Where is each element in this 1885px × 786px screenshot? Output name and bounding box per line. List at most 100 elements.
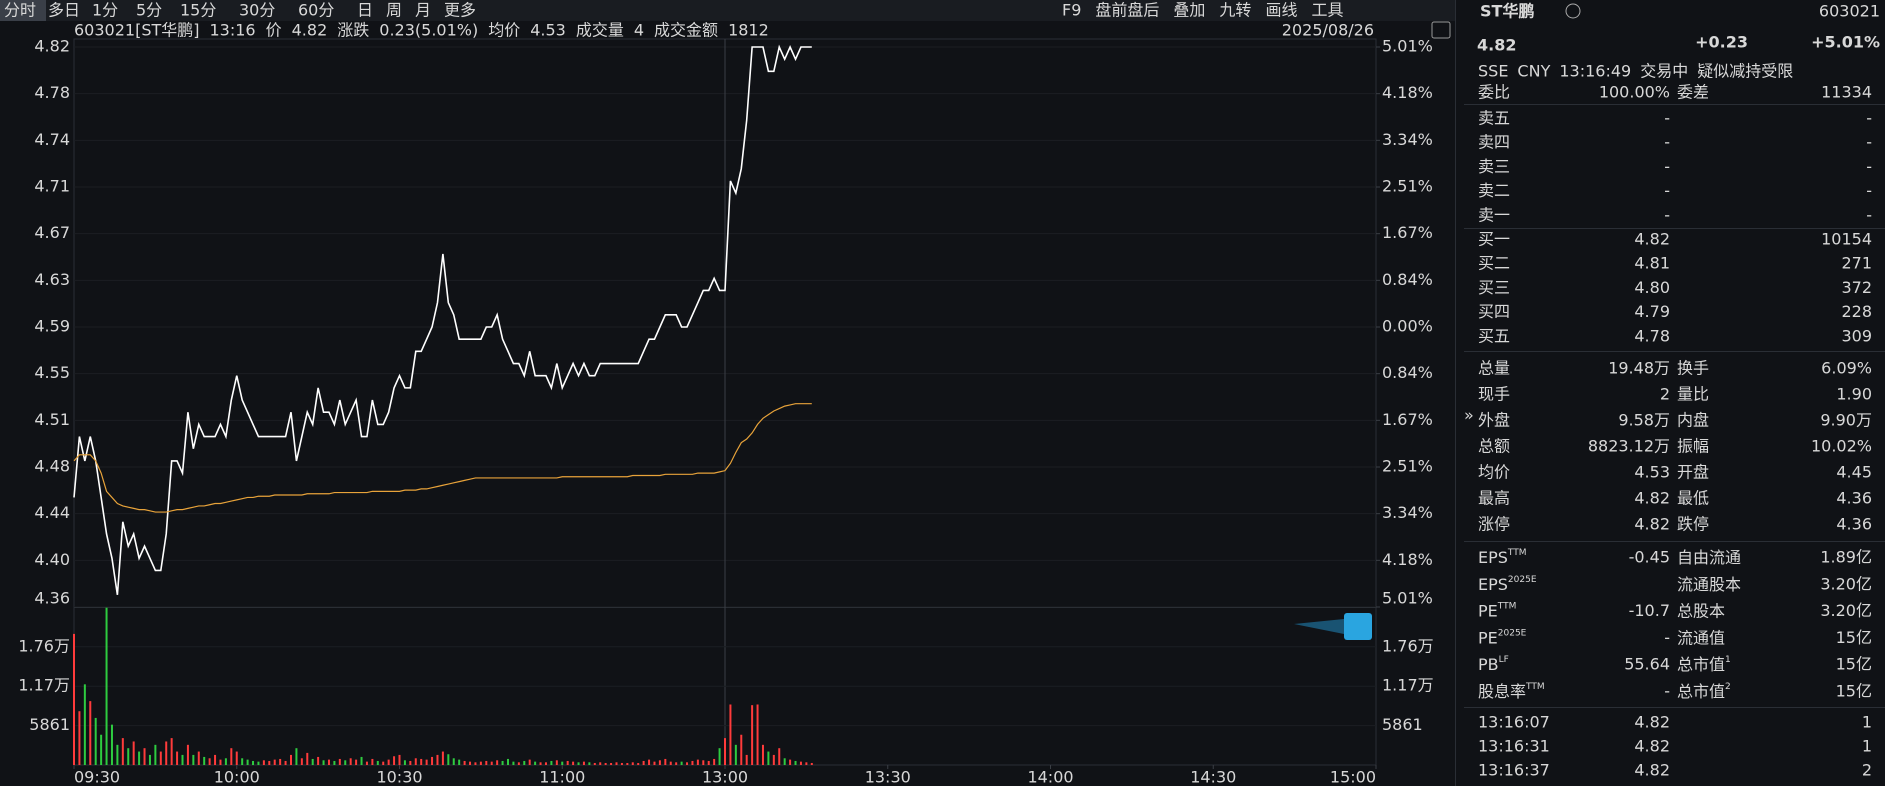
volume-bar <box>691 760 694 765</box>
fund-label: 自由流通 <box>1677 548 1741 567</box>
book-label: 卖二 <box>1478 181 1510 200</box>
book-label: 买一 <box>1478 230 1510 249</box>
volume-bar <box>496 760 499 765</box>
stat-label: 总量 <box>1478 359 1510 378</box>
volume-bar <box>317 756 320 765</box>
volume-bar <box>338 758 341 765</box>
y2-tick-label: 0.84% <box>1382 363 1433 382</box>
tool[interactable]: 九转 <box>1219 1 1251 20</box>
volume-bar <box>756 704 759 765</box>
volume-bar <box>176 751 179 765</box>
fund-label-text: EPS <box>1478 574 1508 593</box>
stat-value: 1.90 <box>1836 385 1872 404</box>
volume-bar <box>181 754 184 765</box>
tool[interactable]: 盘前盘后 <box>1095 1 1159 20</box>
volume-bar <box>485 760 488 765</box>
book-price: - <box>1664 109 1670 128</box>
fund-label: 股息率TTM <box>1478 682 1545 701</box>
fund-label-text: 总市值 <box>1677 655 1725 674</box>
book-label: 卖四 <box>1478 133 1510 152</box>
volume-bar <box>230 748 233 765</box>
fund-label: 总市值2 <box>1677 682 1731 701</box>
fund-label-text: PB <box>1478 655 1499 674</box>
volume-bar <box>73 633 75 765</box>
tab[interactable]: 月 <box>415 1 431 20</box>
volume-bar <box>295 748 298 765</box>
active-tab <box>0 0 46 21</box>
y-tick-label: 5861 <box>29 715 70 734</box>
info-icon[interactable] <box>1565 3 1581 19</box>
book-volume: 372 <box>1841 278 1872 297</box>
fund-label: 流通值 <box>1677 628 1725 647</box>
volume-bar <box>355 759 358 765</box>
fund-value: 3.20亿 <box>1820 601 1872 620</box>
stat-value: 4.82 <box>1634 489 1670 508</box>
y2-tick-label: 1.76万 <box>1382 636 1434 655</box>
volume-bar <box>186 744 189 765</box>
volume-bar <box>414 758 417 765</box>
x-tick-label: 14:30 <box>1190 768 1236 786</box>
tab[interactable]: 分时 <box>4 1 36 20</box>
volume-bar <box>382 761 385 765</box>
tab[interactable]: 更多 <box>444 1 476 20</box>
volume-bar <box>154 744 157 765</box>
quote-info: CNY <box>1517 62 1550 81</box>
volume-bar <box>371 758 374 765</box>
tab[interactable]: 15分 <box>180 1 216 20</box>
y-tick-label: 4.55 <box>34 363 70 382</box>
tab[interactable]: 60分 <box>298 1 334 20</box>
tab[interactable]: 1分 <box>92 1 118 20</box>
tab[interactable]: 周 <box>386 1 402 20</box>
volume-bar <box>593 762 596 765</box>
wp-icon[interactable] <box>1431 21 1451 39</box>
volume-bar <box>561 761 564 765</box>
y-tick-label: 4.59 <box>34 317 70 336</box>
volume-bar <box>550 760 553 765</box>
trade-volume: 2 <box>1862 761 1872 780</box>
volume-bar <box>387 759 390 765</box>
volume-bar <box>78 711 81 765</box>
y2-tick-label: 1.67% <box>1382 223 1433 242</box>
tab[interactable]: 日 <box>357 1 373 20</box>
app-icon[interactable] <box>1344 613 1372 640</box>
volume-bar <box>631 762 634 765</box>
volume-bar <box>767 751 770 765</box>
volume-bar <box>333 760 336 765</box>
header-item: 1812 <box>728 21 769 40</box>
toolbar-bg <box>0 0 1455 21</box>
tool[interactable]: 叠加 <box>1173 1 1205 20</box>
tool[interactable]: 画线 <box>1265 1 1297 20</box>
volume-bar <box>653 761 656 765</box>
book-label: 买二 <box>1478 254 1510 273</box>
volume-bar <box>441 751 444 765</box>
tool[interactable]: 工具 <box>1311 1 1343 20</box>
volume-bar <box>517 762 520 765</box>
volume-bar <box>501 760 504 765</box>
tool[interactable]: F9 <box>1062 1 1081 20</box>
volume-bar <box>246 759 249 765</box>
volume-bar <box>127 748 130 765</box>
volume-bar <box>224 758 227 765</box>
tab[interactable]: 多日 <box>48 1 80 20</box>
tab[interactable]: 5分 <box>136 1 162 20</box>
price-change: +0.23 <box>1695 33 1748 52</box>
volume-bar <box>365 761 368 765</box>
fund-label: 总市值1 <box>1677 655 1731 674</box>
book-price: - <box>1664 133 1670 152</box>
stat-label: 跌停 <box>1677 515 1709 534</box>
volume-bar <box>452 758 455 765</box>
volume-bar <box>159 751 162 765</box>
collapse-arrow[interactable]: » <box>1464 406 1474 425</box>
volume-bar <box>582 761 585 765</box>
fund-label: EPSTTM <box>1478 548 1527 567</box>
tab[interactable]: 30分 <box>239 1 275 20</box>
volume-bar <box>300 758 303 765</box>
header-item: 涨跌 <box>337 21 369 40</box>
volume-bar <box>696 759 699 765</box>
volume-bar <box>268 760 271 765</box>
book-volume: 309 <box>1841 326 1872 345</box>
y2-tick-label: 2.51% <box>1382 457 1433 476</box>
fund-label-sup: 1 <box>1725 655 1731 665</box>
trade-volume: 1 <box>1862 713 1872 732</box>
